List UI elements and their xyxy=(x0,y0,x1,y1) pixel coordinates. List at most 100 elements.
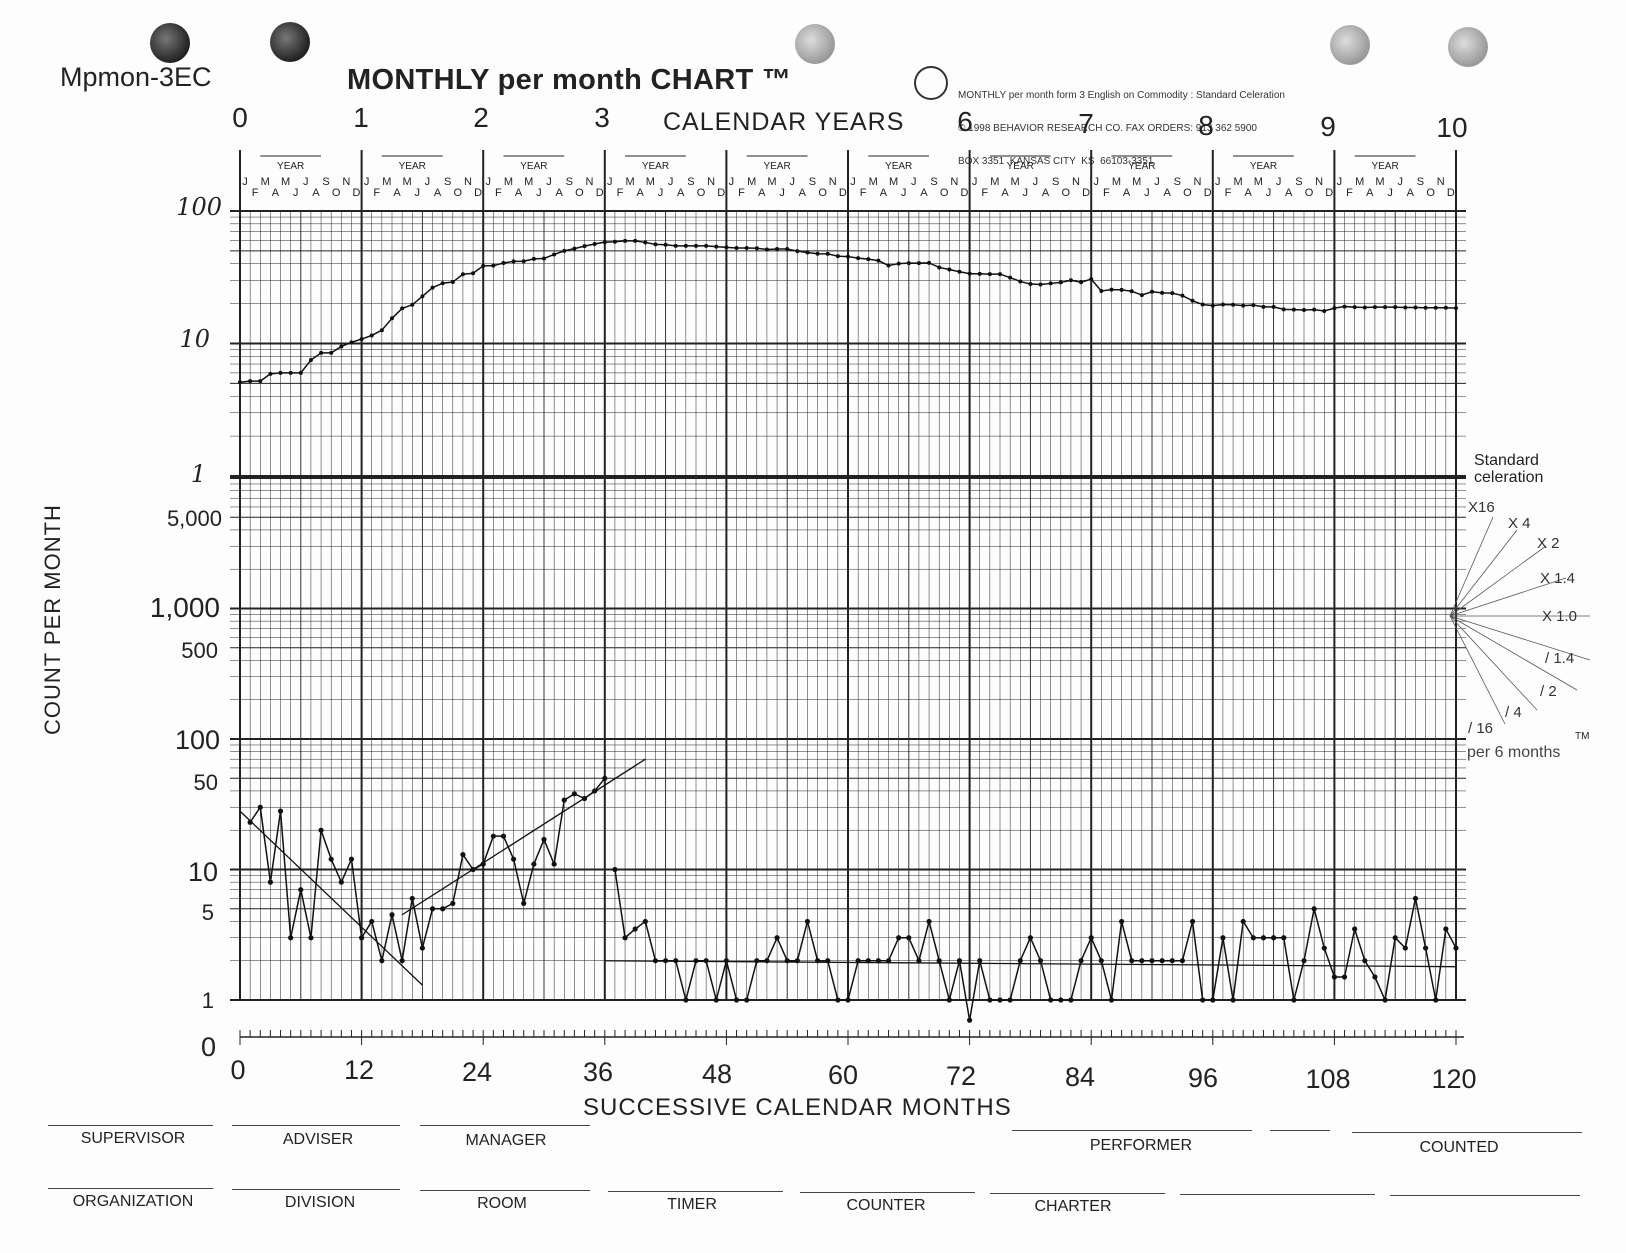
celeration-label: / 1.4 xyxy=(1545,650,1575,667)
data-point xyxy=(1352,926,1358,932)
month-letter: O xyxy=(1183,187,1192,199)
y-tick-label: 1,000 xyxy=(149,592,220,623)
data-point xyxy=(1352,305,1357,310)
field-line[interactable] xyxy=(1270,1130,1330,1131)
month-letter: M xyxy=(281,176,290,188)
data-point xyxy=(906,935,912,941)
month-letter: O xyxy=(940,187,949,199)
celeration-legend-title: Standard celeration xyxy=(1474,452,1544,486)
data-point xyxy=(1372,305,1377,310)
year-word: YEAR xyxy=(642,161,669,172)
data-point xyxy=(511,259,516,264)
field-line[interactable] xyxy=(1390,1195,1580,1196)
data-point xyxy=(1098,958,1104,964)
month-letter: N xyxy=(586,176,594,188)
data-point xyxy=(319,350,324,355)
month-letter: A xyxy=(393,187,401,199)
binder-hole xyxy=(150,23,190,63)
year-number: 1 xyxy=(353,102,369,133)
field-line[interactable] xyxy=(800,1192,975,1193)
field-line[interactable] xyxy=(608,1191,783,1192)
data-point xyxy=(329,350,334,355)
y-tick-label: 100 xyxy=(176,193,222,221)
data-point xyxy=(1099,289,1104,294)
data-point xyxy=(1271,935,1277,941)
data-point xyxy=(308,935,314,941)
data-point xyxy=(805,250,810,255)
month-letter: J xyxy=(1093,176,1099,188)
month-letter: A xyxy=(515,187,523,199)
month-letter: A xyxy=(799,187,807,199)
celeration-label: / 4 xyxy=(1505,704,1522,721)
y-tick-label: 1 xyxy=(201,988,214,1013)
data-point xyxy=(825,251,830,256)
month-letter: A xyxy=(1245,187,1253,199)
data-point xyxy=(267,879,273,885)
data-point xyxy=(1341,974,1348,980)
counter-label: COUNTER xyxy=(846,1197,926,1214)
data-point xyxy=(1200,997,1206,1003)
data-point xyxy=(1423,945,1429,951)
month-letter: O xyxy=(332,187,341,199)
data-point xyxy=(1180,293,1185,298)
data-point xyxy=(987,997,993,1003)
data-point xyxy=(713,997,719,1003)
field-line[interactable] xyxy=(1180,1194,1375,1195)
data-point xyxy=(795,249,800,254)
binder-hole xyxy=(1330,25,1370,65)
timer-label: TIMER xyxy=(667,1196,717,1213)
field-line[interactable] xyxy=(232,1189,400,1190)
data-point xyxy=(1372,974,1378,980)
data-point xyxy=(1291,997,1297,1003)
data-point xyxy=(1251,303,1256,308)
x-tick-label: 0 xyxy=(230,1055,246,1085)
data-point xyxy=(653,242,658,247)
y-tick-label: 10 xyxy=(179,325,210,353)
data-point xyxy=(471,271,476,276)
data-point xyxy=(1332,306,1337,311)
data-point xyxy=(896,261,901,266)
field-line[interactable] xyxy=(232,1125,400,1126)
data-point xyxy=(1383,305,1388,310)
year-number: 7 xyxy=(1078,108,1094,139)
data-point xyxy=(450,280,455,285)
field-line[interactable] xyxy=(1352,1132,1582,1133)
field-line[interactable] xyxy=(420,1125,590,1126)
data-point xyxy=(1108,997,1115,1003)
binder-hole xyxy=(795,24,835,64)
month-letter: F xyxy=(981,187,988,199)
month-letter: O xyxy=(1305,187,1314,199)
field-line[interactable] xyxy=(48,1125,213,1126)
data-point xyxy=(491,263,496,268)
data-point xyxy=(774,935,780,941)
data-point xyxy=(1231,302,1236,307)
x-tick-label: 120 xyxy=(1431,1064,1477,1094)
data-point xyxy=(277,808,284,814)
celeration-label: / 2 xyxy=(1540,683,1557,700)
month-letter: A xyxy=(1042,187,1050,199)
month-letter: J xyxy=(1215,176,1221,188)
month-letter: A xyxy=(1123,187,1131,199)
data-point xyxy=(1119,287,1124,292)
x-tick-label: 96 xyxy=(1187,1063,1219,1093)
data-point xyxy=(673,243,678,248)
data-point xyxy=(400,306,405,311)
data-point xyxy=(1403,305,1408,310)
month-letter: O xyxy=(454,187,463,199)
data-point xyxy=(1170,291,1175,296)
month-letter: N xyxy=(707,176,715,188)
month-letter: F xyxy=(495,187,502,199)
data-point xyxy=(1210,303,1215,308)
field-line[interactable] xyxy=(420,1190,590,1191)
field-line[interactable] xyxy=(48,1188,213,1189)
x-tick-label: 48 xyxy=(701,1059,733,1089)
field-line[interactable] xyxy=(990,1193,1165,1194)
field-line[interactable] xyxy=(1012,1130,1252,1131)
month-letter: J xyxy=(668,176,674,188)
data-point xyxy=(348,856,355,862)
data-point xyxy=(258,379,263,384)
data-point xyxy=(632,926,638,932)
month-letter: N xyxy=(1315,176,1323,188)
celeration-fan xyxy=(1449,516,1591,725)
